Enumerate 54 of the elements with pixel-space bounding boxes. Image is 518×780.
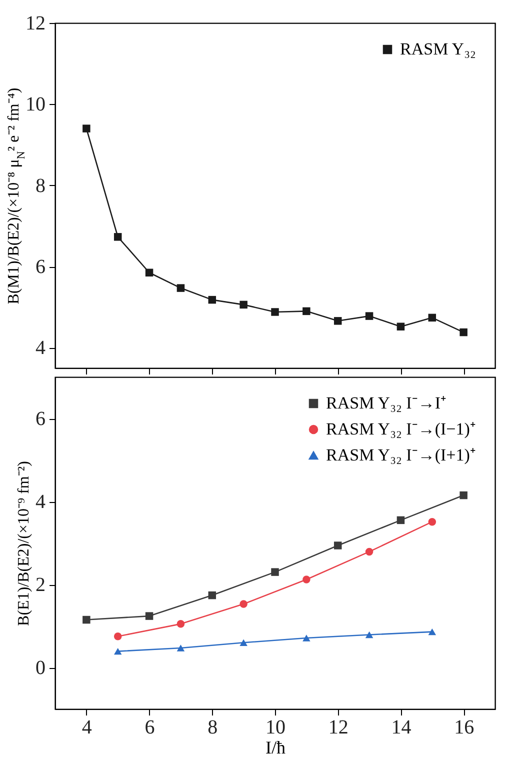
legend-label: RASM Y₃₂ I⁻→(I+1)⁺	[326, 446, 476, 464]
point	[82, 616, 90, 624]
point	[428, 628, 436, 636]
y-tick-label: 8	[36, 174, 46, 197]
point	[396, 516, 405, 524]
point	[240, 600, 248, 608]
x-tick-label: 4	[82, 716, 92, 738]
point	[460, 491, 468, 500]
legend-label: RASM Y₃₂	[400, 40, 476, 58]
point	[240, 300, 248, 309]
point	[365, 631, 374, 638]
x-tick-label: 10	[266, 716, 286, 738]
point	[302, 634, 310, 642]
point	[176, 644, 185, 652]
y-tick-label: 2	[36, 574, 46, 596]
point	[365, 312, 374, 320]
legend-label: RASM Y₃₂ I⁻→(I−1)⁺	[326, 420, 476, 438]
point	[240, 639, 248, 646]
point	[145, 612, 154, 620]
point	[334, 317, 342, 325]
point	[271, 568, 279, 576]
x-axis-title: I/ħ	[266, 738, 286, 758]
point	[208, 591, 216, 600]
y-tick-label: 10	[26, 94, 46, 116]
legend-label: RASM Y₃₂ I⁻→I⁺	[326, 394, 447, 412]
point	[176, 620, 185, 628]
point	[428, 314, 436, 322]
y-tick-label: 0	[36, 657, 46, 679]
point	[208, 296, 216, 304]
point	[460, 328, 468, 336]
point	[302, 307, 310, 316]
point	[334, 542, 342, 550]
x-tick-label: 6	[144, 716, 155, 738]
point	[145, 268, 154, 276]
point	[396, 322, 405, 330]
y-tick-label: 4	[36, 491, 46, 513]
x-tick-label: 16	[454, 716, 474, 738]
x-tick-label: 12	[328, 716, 348, 738]
y-tick-label: 12	[26, 12, 46, 34]
point	[114, 648, 122, 655]
point	[428, 518, 436, 526]
x-tick-label: 8	[208, 716, 218, 738]
x-tick-label: 14	[391, 716, 412, 738]
y-axis-title: B(E1)/B(E2)/(×10⁻⁹ fm⁻²)	[16, 461, 32, 626]
point	[365, 548, 374, 556]
point	[271, 308, 279, 316]
point	[114, 233, 122, 241]
y-tick-label: 4	[36, 337, 46, 360]
y-tick-label: 6	[36, 408, 46, 430]
point	[302, 576, 310, 584]
point	[114, 632, 122, 640]
y-tick-label: 6	[36, 256, 46, 278]
point	[82, 124, 90, 132]
point	[176, 284, 185, 292]
